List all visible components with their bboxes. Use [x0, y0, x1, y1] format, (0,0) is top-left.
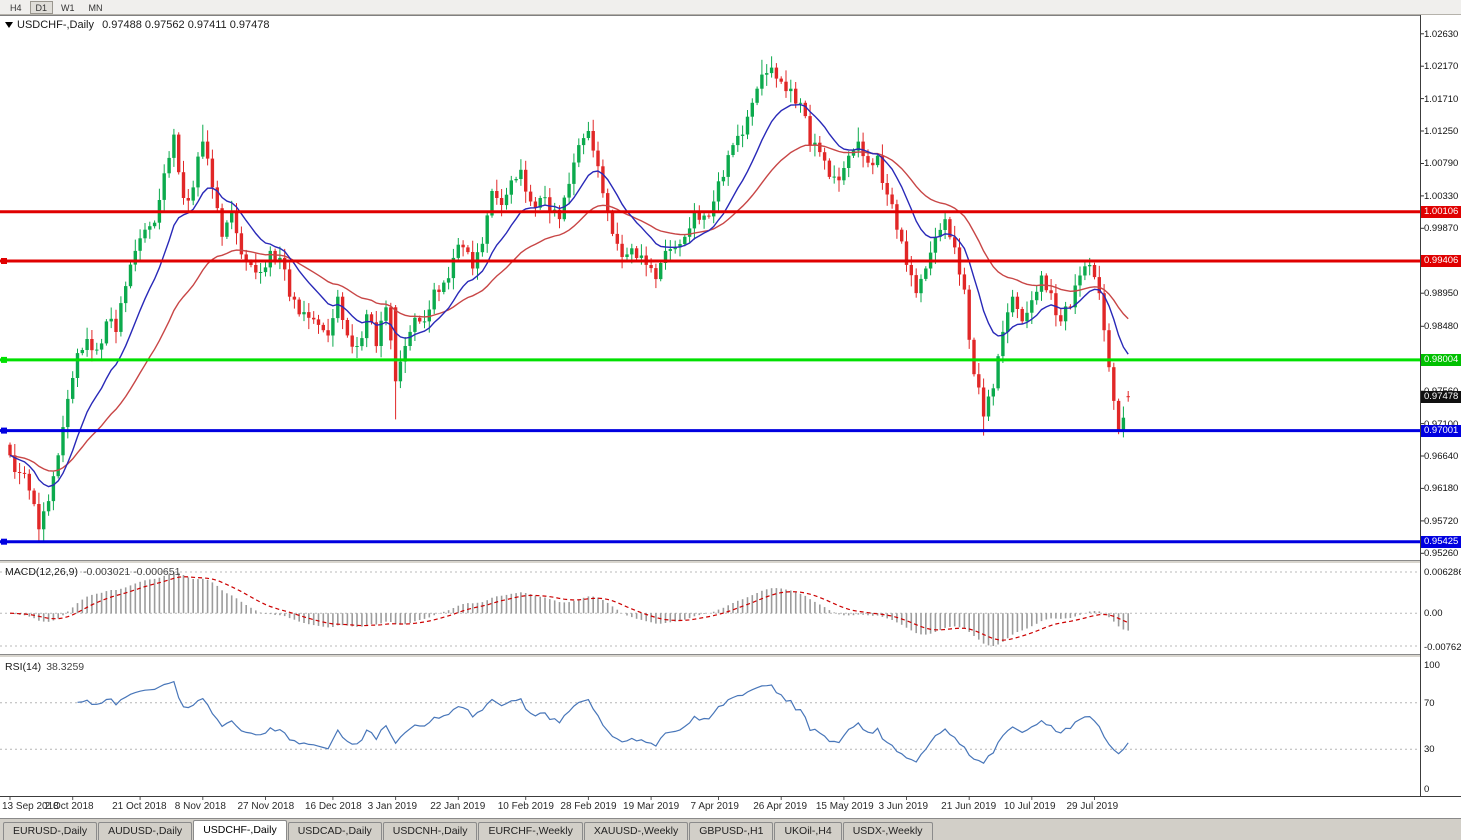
price-axis-tick: 0.96180 [1424, 483, 1459, 495]
price-axis-tick: 1.00330 [1424, 190, 1459, 202]
date-axis-label: 22 Jan 2019 [430, 801, 486, 812]
macd-axis-max: 0.006286 [1424, 567, 1461, 578]
date-axis-label: 21 Jun 2019 [941, 801, 997, 812]
timeframe-button-h4[interactable]: H4 [10, 2, 22, 13]
rsi-label: RSI(14) [5, 661, 42, 673]
macd-title: MACD(12,26,9) -0.003021 -0.000651 [5, 566, 180, 578]
price-badge: 0.95425 [1421, 535, 1461, 548]
date-axis-label: 21 Oct 2018 [112, 801, 167, 812]
price-axis-tick: 1.02630 [1424, 28, 1459, 40]
date-axis-label: 15 May 2019 [815, 801, 874, 812]
price-badge: 0.98004 [1421, 353, 1461, 366]
price-axis-tick: 1.01710 [1424, 93, 1459, 105]
chart-background [0, 15, 1461, 796]
chart-tab-eurusd-daily[interactable]: EURUSD-,Daily [3, 822, 98, 840]
horizontal-lines[interactable] [0, 210, 1420, 545]
timeframe-button-d1[interactable]: D1 [29, 0, 54, 14]
date-axis-label: 16 Dec 2018 [304, 801, 362, 812]
chart-tab-usdcnh-daily[interactable]: USDCNH-,Daily [382, 822, 478, 840]
price-axis-tick: 1.00790 [1424, 158, 1459, 170]
date-axis-label: 2 Oct 2018 [44, 801, 94, 812]
macd-label: MACD(12,26,9) [5, 566, 78, 578]
date-axis-label: 27 Nov 2018 [237, 801, 295, 812]
price-axis-tick: 0.98480 [1424, 321, 1459, 333]
rsi-value: 38.3259 [46, 661, 85, 673]
chart-tab-gbpusd-h1[interactable]: GBPUSD-,H1 [689, 822, 774, 840]
date-axis-label: 7 Apr 2019 [690, 801, 739, 812]
date-axis-label: 3 Jan 2019 [367, 801, 418, 812]
chart-title: USDCHF-,Daily 0.97488 0.97562 0.97411 0.… [5, 19, 269, 31]
rsi-level-lines [0, 702, 1420, 750]
chart-tab-eurchf-weekly[interactable]: EURCHF-,Weekly [478, 822, 583, 840]
chart-tab-ukoil-h4[interactable]: UKOil-,H4 [774, 822, 842, 840]
date-axis-label: 19 Mar 2019 [623, 801, 680, 812]
ma-fast-line [9, 103, 1129, 488]
macd-values: -0.003021 -0.000651 [82, 566, 181, 578]
price-axis-column[interactable] [1420, 15, 1461, 796]
date-axis[interactable] [0, 796, 1461, 818]
chart-tab-xauusd-weekly[interactable]: XAUUSD-,Weekly [583, 822, 689, 840]
chart-tab-bar: EURUSD-,Daily AUDUSD-,Daily USDCHF-,Daily U… [0, 818, 1461, 840]
date-axis-label: 29 Jul 2019 [1066, 801, 1119, 812]
timeframe-button-w1[interactable]: W1 [61, 2, 75, 13]
date-axis-label: 8 Nov 2018 [174, 801, 226, 812]
rsi-axis-30: 30 [1424, 744, 1435, 756]
date-axis-label: 13 Sep 2018 [2, 801, 59, 812]
chart-tab-usdchf-daily[interactable]: USDCHF-,Daily [193, 820, 287, 840]
chart-tab-audusd-daily[interactable]: AUDUSD-,Daily [98, 822, 193, 840]
price-axis-tick: 0.95720 [1424, 515, 1459, 527]
price-badge: 1.00106 [1421, 205, 1461, 218]
chart-menu-arrow-icon[interactable] [5, 22, 13, 29]
candles-layer [8, 56, 1130, 542]
price-badge: 0.97001 [1421, 424, 1461, 437]
price-axis-tick: 0.96640 [1424, 451, 1459, 462]
timeframe-button-mn[interactable]: MN [88, 2, 103, 13]
ma-slow-line [9, 144, 1129, 472]
rsi-title: RSI(14) 38.3259 [5, 661, 84, 673]
macd-axis-min: -0.00762 [1424, 642, 1461, 653]
date-axis-label: 26 Apr 2019 [753, 801, 808, 812]
chart-tab-usdcad-daily[interactable]: USDCAD-,Daily [287, 822, 382, 840]
rsi-line [77, 680, 1129, 764]
macd-histogram [14, 572, 1129, 646]
date-axis-label: 28 Feb 2019 [560, 801, 617, 812]
price-axis-tick: 0.98950 [1424, 288, 1459, 300]
macd-signal-line [9, 576, 1129, 641]
date-axis-label: 10 Jul 2019 [1003, 801, 1056, 812]
price-axis-tick: 0.95260 [1424, 548, 1459, 560]
price-badge: 0.97478 [1421, 390, 1461, 403]
chart-symbol-period: USDCHF-,Daily [17, 19, 94, 31]
price-axis-tick: 1.01250 [1424, 126, 1459, 138]
price-badge: 0.99406 [1421, 255, 1461, 268]
macd-axis-zero: 0.00 [1424, 608, 1443, 620]
panel-separator-macd[interactable] [0, 560, 1461, 564]
panel-separator-rsi[interactable] [0, 654, 1461, 658]
rsi-axis-70: 70 [1424, 697, 1435, 709]
rsi-axis-100: 100 [1424, 660, 1440, 671]
date-axis-label: 10 Feb 2019 [497, 801, 554, 812]
chart-ohlc-values: 0.97488 0.97562 0.97411 0.97478 [102, 19, 270, 31]
date-axis-label: 3 Jun 2019 [878, 801, 929, 812]
price-axis-tick: 1.02170 [1424, 61, 1459, 73]
price-axis-tick: 0.99870 [1424, 223, 1459, 235]
chart-tab-usdx-weekly[interactable]: USDX-,Weekly [842, 822, 933, 840]
timeframe-toolbar: H4 D1 W1 MN [0, 0, 1461, 15]
axis-tick-marks [9, 33, 1424, 800]
price-axis-tick: 0.97100 [1424, 419, 1458, 430]
rsi-axis-0: 0 [1424, 784, 1430, 795]
